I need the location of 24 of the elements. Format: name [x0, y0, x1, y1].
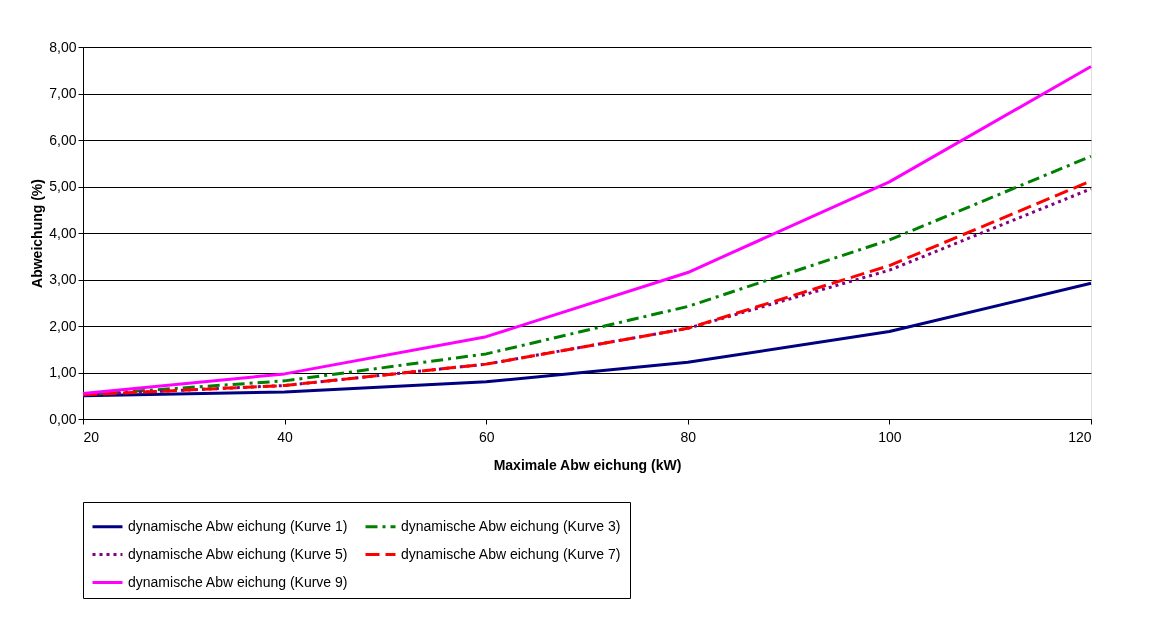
y-tick-label: 3,00	[49, 271, 77, 287]
line-series	[81, 65, 1093, 395]
y-tick-label: 8,00	[49, 38, 77, 55]
x-axis-title: Maximale Abw eichung (kW)	[493, 456, 682, 473]
legend-label: dynamische Abw eichung (Kurve 9)	[128, 573, 348, 590]
x-tick-label: 120	[1068, 428, 1092, 445]
y-tick-label: 1,00	[49, 364, 77, 380]
x-tick-label: 20	[83, 428, 100, 445]
legend-label: dynamische Abw eichung (Kurve 3)	[401, 517, 621, 534]
y-axis-title: Abweichung (%)	[29, 179, 46, 288]
y-tick-label: 6,00	[49, 131, 77, 148]
y-tick-label: 7,00	[49, 85, 77, 101]
y-tick-label: 0,00	[49, 410, 77, 427]
x-tick-label: 40	[277, 428, 294, 445]
x-tick-label: 100	[878, 428, 902, 445]
x-tick-label: 60	[478, 428, 495, 445]
legend-label: dynamische Abw eichung (Kurve 5)	[128, 545, 348, 562]
y-tick-label: 2,00	[49, 317, 77, 334]
y-tick-label: 4,00	[49, 224, 77, 241]
x-tick-label: 80	[680, 428, 697, 445]
legend-label: dynamische Abw eichung (Kurve 1)	[128, 517, 348, 534]
y-tick-label: 5,00	[49, 178, 77, 194]
legend-label: dynamische Abw eichung (Kurve 7)	[401, 545, 621, 562]
line-series	[81, 281, 1093, 398]
